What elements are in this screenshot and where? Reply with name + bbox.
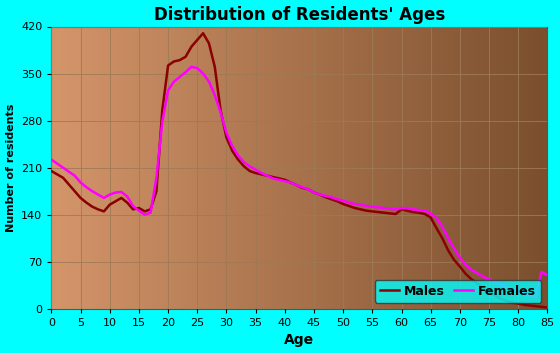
Males: [544, 305, 550, 310]
Line: Males: Males: [52, 33, 547, 307]
Males: [60, 176, 67, 180]
Females: [101, 196, 108, 200]
Males: [71, 189, 78, 193]
Males: [433, 226, 440, 230]
Females: [474, 271, 480, 275]
Males: [48, 169, 55, 173]
Title: Distribution of Residents' Ages: Distribution of Residents' Ages: [154, 6, 445, 24]
Males: [101, 209, 108, 214]
Females: [544, 273, 550, 277]
Females: [433, 216, 440, 220]
Females: [533, 295, 539, 299]
Males: [200, 31, 207, 35]
Males: [474, 281, 480, 286]
Legend: Males, Females: Males, Females: [375, 280, 541, 303]
Males: [293, 183, 300, 187]
Females: [60, 166, 67, 170]
Females: [48, 157, 55, 162]
X-axis label: Age: Age: [284, 334, 315, 347]
Females: [71, 174, 78, 178]
Line: Females: Females: [52, 67, 547, 297]
Females: [293, 183, 300, 187]
Y-axis label: Number of residents: Number of residents: [6, 103, 16, 232]
Females: [188, 65, 195, 69]
